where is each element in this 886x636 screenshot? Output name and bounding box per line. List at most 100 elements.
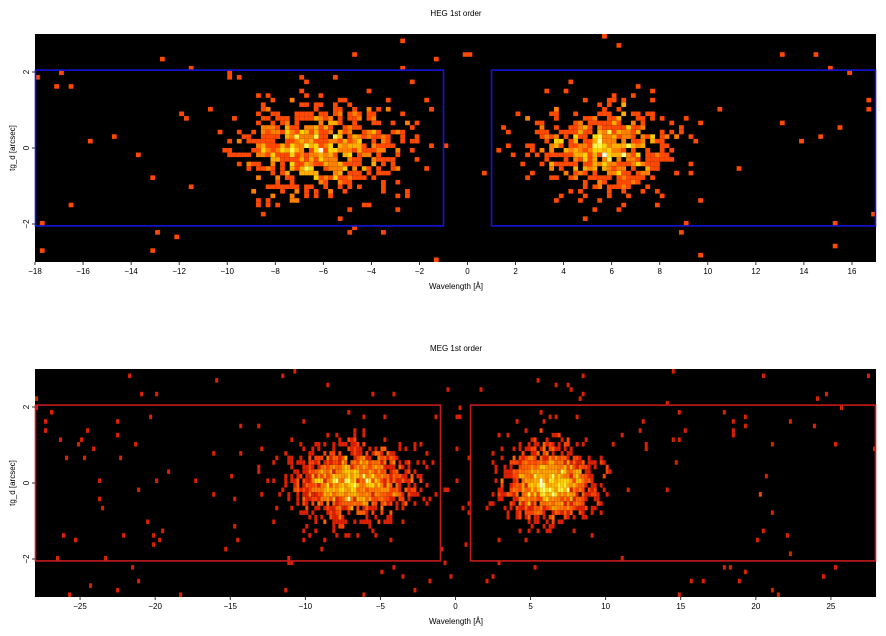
count-bin bbox=[467, 455, 471, 461]
count-bin bbox=[401, 478, 405, 483]
count-bin bbox=[365, 514, 369, 520]
count-bin bbox=[650, 175, 655, 180]
count-bin bbox=[590, 473, 594, 479]
count-bin bbox=[54, 84, 60, 89]
count-bin bbox=[551, 524, 555, 529]
count-bin bbox=[368, 505, 372, 511]
count-bin bbox=[500, 478, 504, 483]
count-bin bbox=[356, 473, 360, 479]
count-bin bbox=[521, 478, 525, 483]
count-bin bbox=[518, 501, 522, 506]
count-bin bbox=[440, 546, 444, 552]
count-bin bbox=[335, 483, 339, 488]
count-bin bbox=[374, 505, 378, 511]
count-bin bbox=[568, 148, 574, 153]
count-bin bbox=[524, 460, 528, 465]
count-bin bbox=[256, 166, 261, 171]
count-bin bbox=[557, 469, 561, 474]
count-bin bbox=[539, 478, 543, 483]
count-bin bbox=[313, 116, 319, 121]
count-bin bbox=[320, 473, 324, 479]
count-bin bbox=[356, 116, 362, 121]
count-bin bbox=[602, 143, 607, 148]
count-bin bbox=[401, 505, 405, 511]
count-bin bbox=[544, 157, 550, 162]
count-bin bbox=[512, 446, 516, 452]
count-bin bbox=[368, 487, 372, 493]
x-tick-label: −2 bbox=[415, 267, 425, 276]
count-bin bbox=[400, 129, 406, 135]
count-bin bbox=[289, 125, 295, 130]
count-bin bbox=[584, 496, 588, 502]
count-bin bbox=[308, 116, 314, 121]
count-bin bbox=[342, 129, 348, 135]
count-bin bbox=[236, 75, 242, 80]
count-bin bbox=[174, 234, 180, 240]
count-bin bbox=[416, 460, 420, 465]
count-bin bbox=[323, 505, 327, 511]
count-bin bbox=[326, 492, 330, 497]
count-bin bbox=[389, 464, 393, 470]
count-bin bbox=[371, 473, 375, 479]
count-bin bbox=[305, 505, 309, 511]
count-bin bbox=[592, 157, 598, 162]
count-bin bbox=[587, 469, 591, 474]
count-bin bbox=[572, 501, 576, 506]
count-bin bbox=[284, 483, 288, 488]
count-bin bbox=[347, 138, 353, 144]
count-bin bbox=[332, 138, 338, 144]
count-bin bbox=[506, 432, 510, 438]
count-bin bbox=[338, 469, 342, 474]
count-bin bbox=[566, 501, 570, 506]
count-bin bbox=[569, 496, 573, 502]
count-bin bbox=[275, 134, 281, 139]
count-bin bbox=[554, 432, 558, 438]
count-bin bbox=[392, 391, 396, 397]
count-bin bbox=[527, 528, 531, 534]
count-bin bbox=[335, 519, 339, 525]
count-bin bbox=[294, 125, 300, 130]
x-tick-label: −12 bbox=[172, 267, 186, 276]
count-bin bbox=[328, 138, 333, 144]
count-bin bbox=[329, 455, 333, 461]
count-bin bbox=[368, 464, 372, 470]
count-bin bbox=[383, 501, 387, 506]
count-bin bbox=[308, 134, 314, 139]
count-bin bbox=[337, 97, 343, 103]
count-bin bbox=[425, 451, 429, 456]
count-bin bbox=[335, 492, 339, 497]
count-bin bbox=[232, 116, 237, 121]
count-bin bbox=[265, 125, 271, 130]
count-bin bbox=[362, 428, 366, 433]
count-bin bbox=[347, 533, 351, 538]
count-bin bbox=[518, 446, 522, 452]
count-bin bbox=[551, 505, 555, 511]
count-bin bbox=[582, 134, 588, 139]
count-bin bbox=[548, 469, 552, 474]
count-bin bbox=[365, 451, 369, 456]
count-bin bbox=[597, 125, 603, 130]
count-bin bbox=[539, 505, 543, 511]
count-bin bbox=[573, 129, 579, 135]
count-bin bbox=[337, 170, 343, 176]
count-bin bbox=[569, 492, 573, 497]
count-bin bbox=[284, 478, 288, 483]
count-bin bbox=[621, 148, 627, 153]
count-bin bbox=[392, 473, 396, 479]
count-bin bbox=[545, 469, 549, 474]
count-bin bbox=[611, 116, 617, 121]
count-bin bbox=[549, 175, 555, 180]
count-bin bbox=[320, 455, 324, 461]
count-bin bbox=[342, 152, 348, 158]
count-bin bbox=[644, 441, 648, 447]
count-bin bbox=[323, 464, 327, 470]
count-bin bbox=[299, 170, 305, 176]
count-bin bbox=[404, 469, 408, 474]
count-bin bbox=[311, 473, 315, 479]
count-bin bbox=[385, 134, 391, 139]
count-bin bbox=[332, 106, 338, 112]
count-bin bbox=[566, 455, 570, 461]
count-bin bbox=[389, 451, 393, 456]
count-bin bbox=[669, 157, 675, 162]
count-bin bbox=[227, 148, 233, 153]
